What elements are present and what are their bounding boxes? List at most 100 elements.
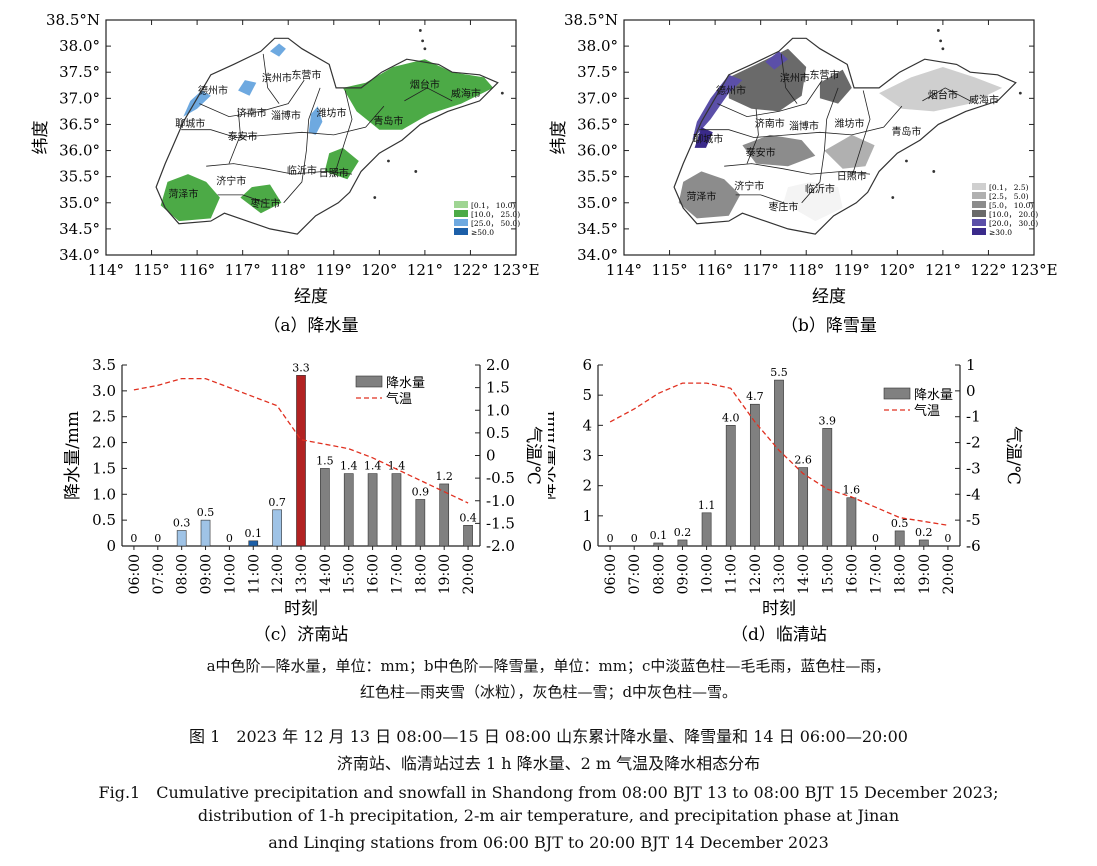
bar-value-label: 1.6 <box>843 484 861 497</box>
city-label: 济宁市 <box>216 175 246 188</box>
city-boundary-1 <box>699 105 903 138</box>
map-ytick-label: 36.5° <box>577 115 618 133</box>
map-xtick-label: 117° <box>225 261 261 279</box>
map-xlabel: 经度 <box>294 287 328 307</box>
snow-patch-taian <box>742 134 816 167</box>
x-tick-label: 11:00 <box>246 554 262 594</box>
map-xtick-label: 120° <box>361 261 397 279</box>
city-label: 枣庄市 <box>250 197 280 210</box>
snow-patch-liaocheng <box>692 74 743 141</box>
heavy-rain-patch-binzhou <box>270 43 286 57</box>
map-ytick-label: 37.0° <box>59 89 100 107</box>
island-dot-2 <box>941 47 945 51</box>
bar-value-label: 2.6 <box>794 454 812 467</box>
legend-swatch <box>454 201 468 208</box>
city-label: 滨州市 <box>780 72 810 85</box>
y2-tick-label: -5 <box>966 511 981 529</box>
bar-value-label: 0.5 <box>197 506 215 519</box>
map-xtick-label: 123°E <box>492 261 539 279</box>
temperature-line <box>609 382 949 526</box>
legend-label: ≥50.0 <box>471 228 494 237</box>
bar-value-label: 1.4 <box>340 460 358 473</box>
x-tick-label: 10:00 <box>700 554 716 594</box>
city-boundary-3 <box>217 194 266 204</box>
snow-patch-east <box>879 67 1003 112</box>
city-boundary-5 <box>228 108 241 164</box>
city-boundary-2 <box>724 163 871 175</box>
city-label: 聊城市 <box>175 117 205 130</box>
city-boundary-8 <box>780 53 798 104</box>
legend-label: [10.0， 25.0) <box>471 210 520 219</box>
city-label: 滨州市 <box>262 72 292 85</box>
bar-value-label: 0.7 <box>268 496 286 509</box>
city-label: 德州市 <box>716 84 746 97</box>
precip-bar <box>918 539 929 547</box>
precip-bar <box>774 379 784 547</box>
x-tick-label: 11:00 <box>724 554 740 594</box>
jinan-station-chart: 00.51.01.52.02.53.03.5-2.0-1.5-1.0-0.500… <box>63 356 543 645</box>
city-label: 青岛市 <box>891 125 921 138</box>
precip-bar <box>248 540 259 547</box>
island-dot-4 <box>932 170 936 173</box>
map-ytick-label: 34.0° <box>577 246 618 264</box>
city-label: 青岛市 <box>373 114 403 127</box>
city-label: 淄博市 <box>271 109 301 122</box>
legend-bar-label: 降水量 <box>914 388 953 403</box>
bar-value-label: 0.2 <box>915 526 933 539</box>
map-panel-b: 114° 115° 116° 117° 118° 119° 120° 121° 122° 123°… <box>518 0 1078 340</box>
precipitation-map: 114° 115° 116° 117° 118° 119° 120° 121° 122° 123°… <box>31 11 540 336</box>
y2-tick-label: 1 <box>966 356 976 374</box>
map-xtick-label: 114° <box>88 261 124 279</box>
shandong-region <box>155 37 499 235</box>
y-tick-label: 5 <box>582 386 592 404</box>
city-boundary-0 <box>199 79 305 118</box>
legend-swatch <box>972 228 986 235</box>
precip-bar <box>200 519 211 547</box>
caption-en-line-1: Fig.1 Cumulative precipitation and snowf… <box>98 783 999 802</box>
legend-swatch <box>972 201 986 208</box>
bar-value-label: 1.5 <box>316 454 334 467</box>
city-label: 潍坊市 <box>317 107 347 120</box>
x-tick-label: 13:00 <box>772 554 788 594</box>
map-xtick-label: 118° <box>788 261 824 279</box>
chart-xlabel: 时刻 <box>284 599 318 619</box>
x-tick-label: 13:00 <box>294 554 310 594</box>
bar-value-label: 0 <box>631 532 638 545</box>
x-tick-label: 12:00 <box>270 554 286 594</box>
y-tick-label: 6 <box>582 356 592 374</box>
map-caption: （b）降雪量 <box>781 316 877 336</box>
city-boundary-4 <box>801 87 839 204</box>
city-boundary-5 <box>746 108 759 164</box>
legend-swatch <box>972 183 986 190</box>
x-tick-label: 17:00 <box>389 554 405 594</box>
map-xtick-label: 115° <box>651 261 687 279</box>
city-label: 日照市 <box>837 169 867 182</box>
x-tick-label: 14:00 <box>318 554 334 594</box>
precip-bar <box>176 530 187 547</box>
island-dot-0 <box>418 29 422 32</box>
map-frame <box>623 19 1035 256</box>
city-label: 济南市 <box>237 107 267 120</box>
city-label: 日照市 <box>319 167 349 180</box>
city-boundary-6 <box>333 90 353 177</box>
y2-tick-label: 1.0 <box>486 401 510 419</box>
legend-bar-swatch <box>883 387 911 400</box>
caption-en-line-2: distribution of 1-h precipitation, 2-m a… <box>197 806 900 825</box>
chart-y2label: 气温/℃ <box>1003 426 1023 485</box>
snow-patch-south-clear <box>783 181 843 222</box>
map-ytick-label: 38.0° <box>577 37 618 55</box>
x-tick-label: 14:00 <box>796 554 812 594</box>
bar-value-label: 0 <box>944 532 951 545</box>
map-xtick-label: 116° <box>179 261 215 279</box>
caption-cn-line-1: 图 1 2023 年 12 月 13 日 08:00—15 日 08:00 山东… <box>189 727 908 746</box>
y-tick-label: 3.5 <box>92 356 116 374</box>
precip-bar <box>846 497 857 547</box>
chart-xlabel: 时刻 <box>762 599 796 619</box>
island-dot-6 <box>387 159 390 163</box>
city-boundary-6 <box>851 90 871 177</box>
map-xtick-label: 123°E <box>1010 261 1057 279</box>
map-ytick-label: 35.5° <box>577 168 618 186</box>
island-dot-3 <box>1018 91 1022 95</box>
map-ylabel: 纬度 <box>31 121 51 155</box>
chart-caption: （d）临清站 <box>731 625 827 645</box>
